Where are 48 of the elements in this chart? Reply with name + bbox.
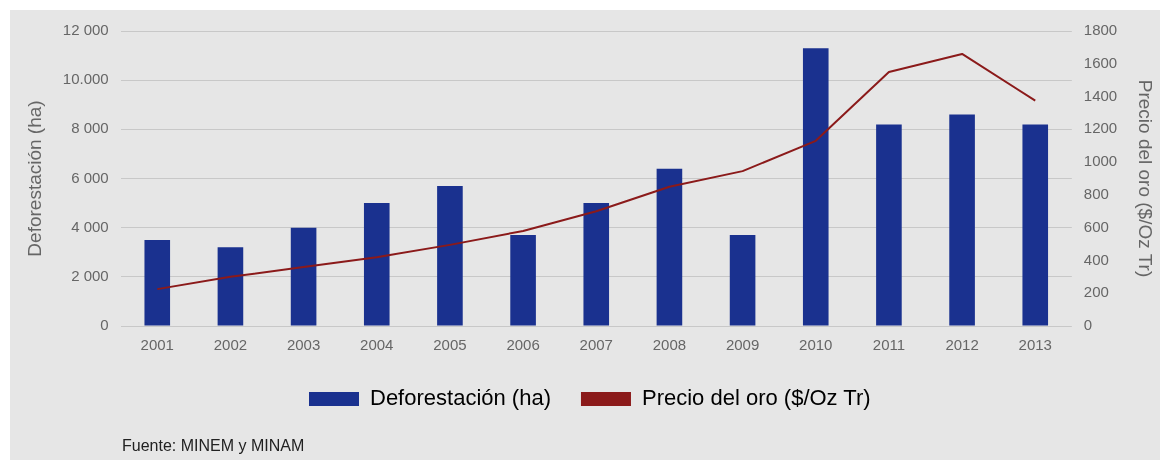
bar (656, 168, 683, 326)
x-tick-label: 2012 (945, 336, 979, 354)
y2-tick-label: 800 (1083, 185, 1109, 203)
bar (290, 227, 317, 326)
x-tick-label: 2013 (1018, 336, 1052, 354)
bar (802, 48, 829, 326)
source-note: Fuente: MINEM y MINAM (122, 437, 305, 455)
y2-tick-label: 400 (1083, 250, 1109, 268)
y2-tick-label: 200 (1083, 283, 1109, 301)
y-tick-label: 10.000 (62, 70, 109, 88)
x-tick-label: 2002 (213, 336, 248, 354)
x-tick-label: 2010 (799, 336, 833, 354)
bar (363, 203, 390, 326)
y-tick-label: 12 000 (62, 21, 109, 39)
y2-tick-label: 0 (1083, 316, 1093, 334)
x-tick-label: 2004 (360, 336, 394, 354)
y2-tick-label: 1200 (1083, 119, 1118, 137)
x-tick-label: 2006 (506, 336, 540, 354)
y2-tick-label: 600 (1083, 217, 1109, 235)
y-tick-label: 8 000 (71, 119, 109, 137)
y-tick-label: 2 000 (71, 266, 109, 284)
x-tick-label: 2001 (140, 336, 174, 354)
y2-tick-label: 1000 (1083, 152, 1118, 170)
x-tick-label: 2005 (433, 336, 467, 354)
y2-tick-label: 1600 (1083, 53, 1118, 71)
bar (437, 185, 463, 326)
y-axis-title: Deforestación (ha) (23, 100, 45, 257)
bar (144, 239, 171, 326)
bar (949, 114, 975, 326)
bar (510, 235, 536, 326)
legend-label: Deforestación (ha) (370, 385, 551, 411)
bar (729, 235, 756, 326)
x-tick-label: 2008 (652, 336, 687, 354)
bar (1022, 124, 1049, 326)
bar (583, 203, 610, 326)
bar (217, 247, 244, 326)
x-tick-label: 2009 (725, 336, 760, 354)
y2-axis-title: Precio del oro ($/Oz Tr) (1135, 79, 1157, 278)
legend-label: Precio del oro ($/Oz Tr) (641, 385, 871, 411)
x-tick-label: 2003 (286, 336, 321, 354)
bar (876, 124, 902, 326)
y2-tick-label: 1400 (1083, 86, 1118, 104)
y-tick-label: 0 (100, 316, 109, 334)
y2-tick-label: 1800 (1083, 21, 1118, 39)
y-tick-label: 6 000 (71, 168, 109, 186)
y-tick-label: 4 000 (71, 217, 109, 235)
x-tick-label: 2007 (579, 336, 613, 354)
x-tick-label: 2011 (872, 336, 906, 354)
